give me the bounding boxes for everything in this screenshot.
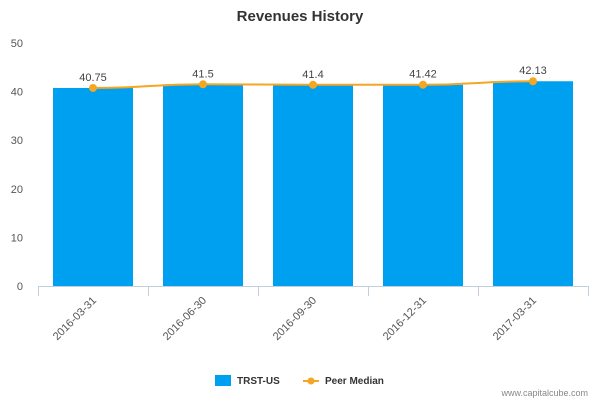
- data-label: 40.75: [79, 72, 107, 84]
- bar: [493, 81, 573, 286]
- y-tick-label: 20: [11, 184, 23, 196]
- y-tick-label: 0: [17, 281, 23, 293]
- line-point: [309, 80, 317, 89]
- line-series: [89, 77, 537, 92]
- y-tick-label: 50: [11, 38, 23, 50]
- x-tick-label: 2016-06-30: [161, 295, 209, 343]
- legend-label-bar: TRST-US: [237, 376, 280, 387]
- data-label: 41.4: [302, 69, 323, 81]
- line-point: [529, 77, 537, 86]
- bar: [383, 84, 463, 287]
- y-tick-label: 40: [11, 87, 23, 99]
- bar: [163, 84, 243, 286]
- data-labels: 40.75 41.5 41.4 41.42 42.13: [79, 65, 547, 84]
- line-point: [199, 80, 207, 89]
- x-tick-label: 2016-09-30: [271, 295, 319, 343]
- bar: [273, 84, 353, 287]
- x-tick-label: 2016-12-31: [381, 295, 429, 343]
- legend-swatch-dot: [307, 377, 315, 385]
- x-tick-label: 2017-03-31: [491, 295, 539, 343]
- y-tick-label: 30: [11, 135, 23, 147]
- credit-text: www.capitalcube.com: [500, 388, 588, 398]
- data-label: 42.13: [519, 65, 547, 77]
- bar-series: [53, 81, 573, 287]
- bar: [53, 87, 133, 286]
- data-label: 41.42: [409, 69, 437, 81]
- y-tick-label: 10: [11, 232, 23, 244]
- chart-title: Revenues History: [237, 8, 364, 25]
- data-label: 41.5: [192, 68, 213, 80]
- line-point: [419, 80, 427, 89]
- x-axis: 2016-03-31 2016-06-30 2016-09-30 2016-12-31…: [38, 286, 589, 343]
- line-point: [89, 83, 97, 92]
- x-tick-label: 2016-03-31: [51, 295, 99, 343]
- legend-swatch-bar: [215, 375, 231, 386]
- y-axis: 0 10 20 30 40 50: [11, 38, 23, 293]
- legend: TRST-US Peer Median: [215, 375, 384, 387]
- legend-label-line: Peer Median: [325, 376, 384, 387]
